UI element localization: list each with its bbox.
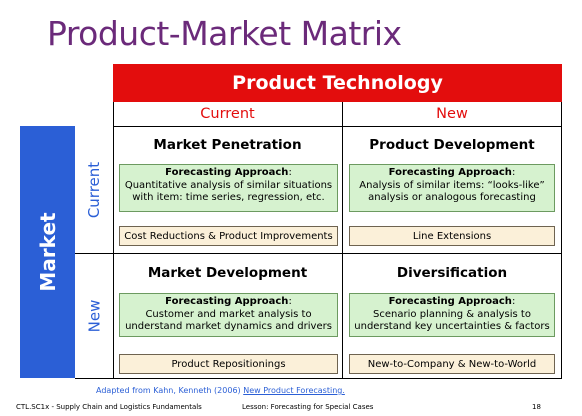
forecasting-approach-box: Forecasting Approach: Analysis of simila…: [349, 164, 555, 212]
example-box: Line Extensions: [349, 226, 555, 246]
footer-course: CTL.SC1x - Supply Chain and Logistics Fu…: [16, 403, 202, 411]
forecasting-approach-label: Forecasting Approach: [165, 296, 289, 307]
grid-line-middle: [75, 253, 562, 254]
row-header-new-label: New: [85, 299, 103, 332]
grid-line-bottom: [75, 378, 562, 379]
column-header-new: New: [436, 106, 468, 122]
example-box: Cost Reductions & Product Improvements: [119, 226, 338, 246]
source-credit-text: Adapted from Kahn, Kenneth (2006): [96, 386, 244, 395]
source-credit-link[interactable]: New Product Forecasting.: [243, 386, 345, 395]
example-box: New-to-Company & New-to-World: [349, 354, 555, 374]
source-credit: Adapted from Kahn, Kenneth (2006) New Pr…: [96, 386, 345, 395]
forecasting-approach-text: Customer and market analysis to understa…: [125, 308, 332, 333]
product-technology-header: Product Technology: [113, 64, 562, 102]
quadrant-title-market-penetration: Market Penetration: [153, 137, 302, 153]
column-header-current: Current: [200, 106, 255, 122]
example-box: Product Repositionings: [119, 354, 338, 374]
forecasting-approach-text: Scenario planning & analysis to understa…: [354, 308, 550, 333]
quadrant-title-market-development: Market Development: [147, 265, 308, 281]
forecasting-approach-label: Forecasting Approach: [388, 167, 512, 178]
quadrant-title-product-development: Product Development: [369, 137, 535, 153]
forecasting-approach-box: Forecasting Approach: Scenario planning …: [349, 293, 555, 337]
row-header-current-label: Current: [85, 161, 103, 218]
footer-page-number: 18: [532, 403, 541, 411]
forecasting-approach-box: Forecasting Approach: Quantitative analy…: [119, 164, 338, 212]
row-header-new: New: [75, 253, 113, 378]
forecasting-approach-label: Forecasting Approach: [165, 167, 289, 178]
footer-lesson: Lesson: Forecasting for Special Cases: [242, 403, 374, 411]
market-header-label: Market: [35, 212, 60, 292]
forecasting-approach-text: Quantitative analysis of similar situati…: [124, 179, 333, 204]
market-header: Market: [20, 126, 75, 378]
forecasting-approach-text: Analysis of similar items: “looks-like” …: [359, 179, 545, 204]
grid-line-center: [342, 102, 343, 378]
grid-line-top: [113, 126, 562, 127]
row-header-current: Current: [75, 126, 113, 253]
forecasting-approach-label: Forecasting Approach: [388, 296, 512, 307]
forecasting-approach-box: Forecasting Approach: Customer and marke…: [119, 293, 338, 337]
quadrant-title-diversification: Diversification: [396, 265, 508, 281]
grid-line-left: [113, 102, 114, 378]
page-title: Product-Market Matrix: [47, 14, 402, 53]
grid-line-right: [561, 102, 562, 378]
